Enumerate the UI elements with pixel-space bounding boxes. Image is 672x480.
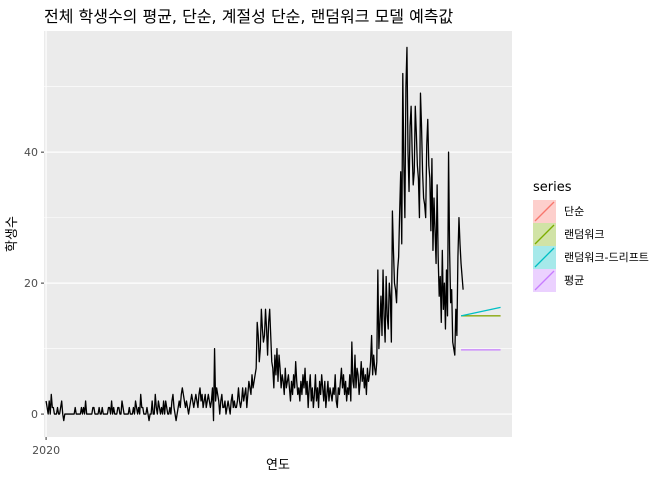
legend-key-line (534, 270, 555, 291)
actual-series-line (45, 46, 464, 422)
legend-key-line (534, 247, 555, 268)
x-tick-label: 2020 (32, 444, 60, 457)
legend-title: series (533, 180, 572, 195)
grid (44, 31, 512, 437)
legend-key-line (534, 224, 555, 245)
forecast-line (460, 306, 501, 317)
x-axis-title: 연도 (266, 458, 290, 473)
legend-label: 랜덤워크-드리프트 (564, 251, 649, 264)
y-axis-title: 학생수 (5, 216, 20, 252)
series-layer (45, 46, 501, 422)
y-axis: 0 20 40 (24, 146, 44, 421)
y-tick-label: 0 (31, 408, 38, 421)
legend-label: 단순 (564, 205, 584, 218)
legend-key-line (534, 201, 555, 222)
x-axis: 2020 (32, 437, 60, 457)
y-tick-label: 40 (24, 146, 38, 159)
legend-label: 랜덤워크 (564, 228, 604, 241)
legend-label: 평균 (564, 274, 584, 287)
y-tick-label: 20 (24, 277, 38, 290)
chart-title: 전체 학생수의 평균, 단순, 계절성 단순, 랜덤워크 모델 예측값 (44, 7, 454, 26)
